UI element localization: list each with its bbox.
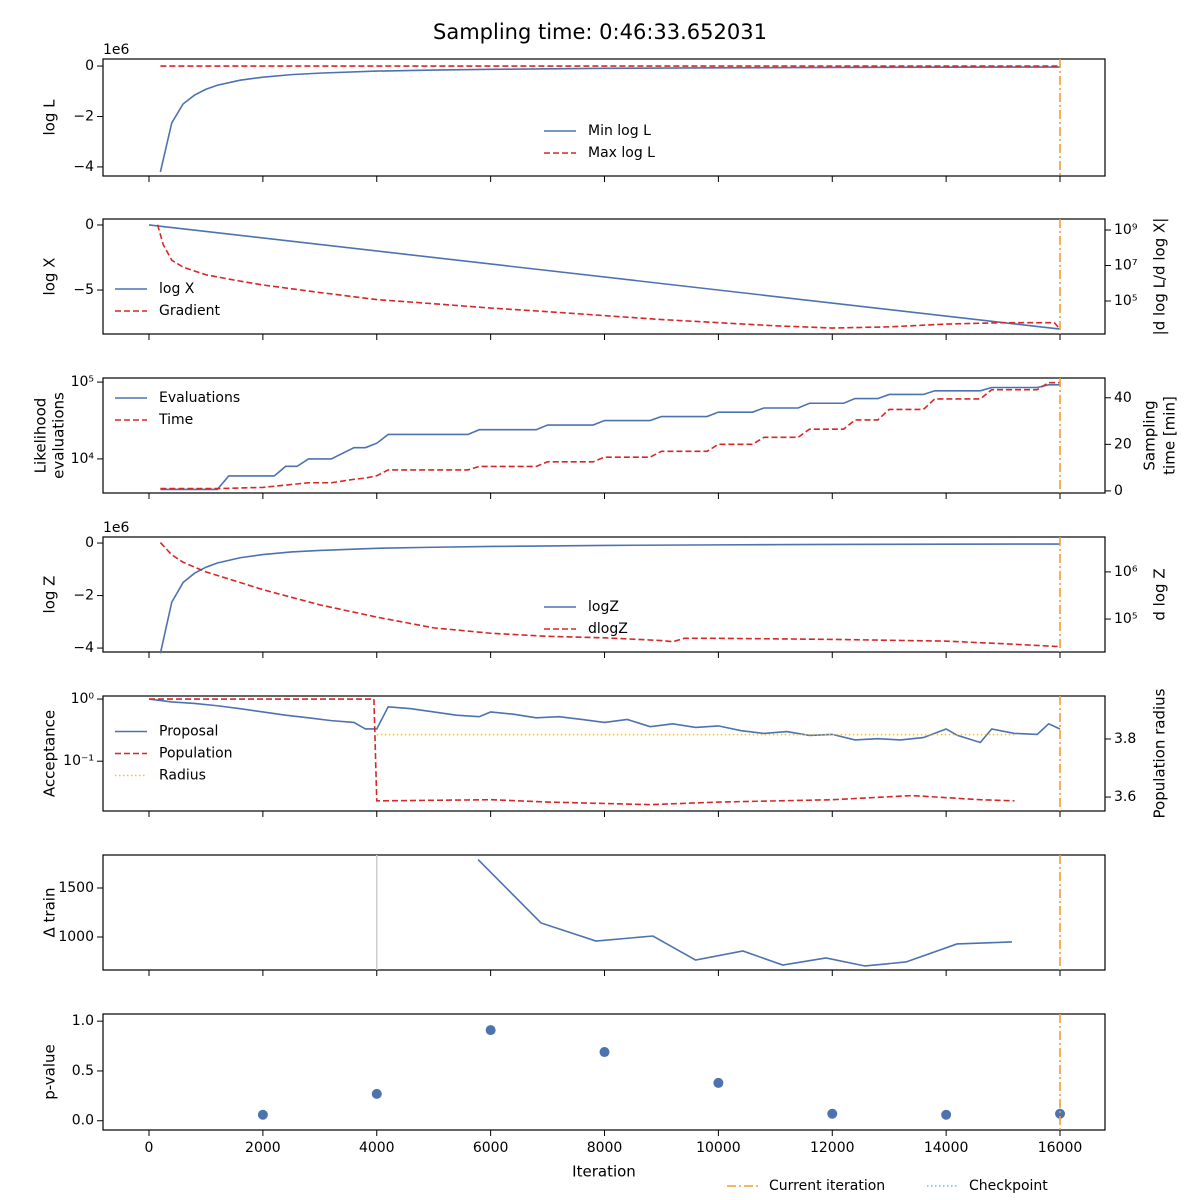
y2-axis-label: Sampling bbox=[1141, 400, 1159, 470]
y-tick-label: 0 bbox=[85, 58, 94, 74]
y-tick-label: 0 bbox=[85, 535, 94, 551]
legend-label: Current iteration bbox=[769, 1178, 885, 1194]
y-tick-label: −5 bbox=[73, 282, 94, 298]
y2-axis-label: Population radius bbox=[1151, 688, 1169, 818]
series-line bbox=[159, 543, 1061, 654]
y2-tick-label: 10⁷ bbox=[1114, 257, 1137, 273]
y-axis-label: evaluations bbox=[50, 392, 68, 479]
y2-tick-label: 20 bbox=[1114, 436, 1132, 452]
legend-label: Time bbox=[158, 412, 193, 428]
legend-label: Max log L bbox=[588, 145, 655, 161]
y-axis-label: log X bbox=[41, 258, 59, 296]
plot-frame bbox=[102, 695, 1106, 812]
series-line bbox=[159, 541, 1061, 648]
plot-frame bbox=[102, 536, 1106, 653]
legend-label: Proposal bbox=[159, 724, 218, 740]
y2-axis-label: d log Z bbox=[1151, 568, 1169, 620]
y-axis-label: log L bbox=[41, 99, 59, 136]
legend-label: dlogZ bbox=[588, 621, 628, 637]
x-tick-label: 4000 bbox=[359, 1140, 395, 1156]
scatter-point bbox=[713, 1077, 724, 1088]
y2-tick-label: 10⁵ bbox=[1114, 611, 1137, 627]
y-tick-label: −2 bbox=[73, 108, 94, 124]
series-line bbox=[160, 381, 1061, 490]
series-line bbox=[156, 224, 1061, 330]
y-tick-label: 1500 bbox=[58, 880, 94, 896]
x-tick-label: 10000 bbox=[696, 1140, 741, 1156]
legend-label: Gradient bbox=[159, 303, 220, 319]
series-line bbox=[148, 224, 1061, 330]
y-tick-label: −2 bbox=[73, 588, 94, 604]
y2-tick-label: 3.6 bbox=[1114, 789, 1136, 805]
y-axis-label: log Z bbox=[41, 576, 59, 614]
y-tick-label: −4 bbox=[73, 640, 94, 656]
plot-frame bbox=[102, 377, 1106, 494]
legend-label: Checkpoint bbox=[969, 1178, 1048, 1194]
x-tick-label: 0 bbox=[145, 1140, 154, 1156]
legend-label: log X bbox=[159, 281, 195, 297]
series-line bbox=[160, 384, 1061, 491]
legend-label: Min log L bbox=[588, 123, 651, 139]
scatter-point bbox=[257, 1109, 268, 1120]
x-tick-label: 6000 bbox=[473, 1140, 509, 1156]
y-offset-label: 1e6 bbox=[103, 520, 130, 536]
y2-tick-label: 10⁹ bbox=[1114, 222, 1138, 238]
y-tick-label: 10⁰ bbox=[71, 691, 95, 707]
y-tick-label: 0 bbox=[85, 217, 94, 233]
y-tick-label: 0.5 bbox=[72, 1063, 94, 1079]
legend-label: Evaluations bbox=[159, 390, 240, 406]
y2-axis-label: time [min] bbox=[1161, 396, 1179, 475]
x-tick-label: 12000 bbox=[810, 1140, 855, 1156]
plot-frame bbox=[102, 58, 1106, 177]
y-axis-label: Likelihood bbox=[32, 398, 50, 474]
plot-frame bbox=[102, 218, 1106, 335]
figure-title: Sampling time: 0:46:33.652031 bbox=[433, 20, 767, 44]
y-axis-label: p-value bbox=[41, 1044, 59, 1100]
x-tick-label: 14000 bbox=[924, 1140, 969, 1156]
legend-label: Radius bbox=[159, 768, 206, 784]
y-axis-label: Δ train bbox=[41, 888, 59, 938]
scatter-point bbox=[485, 1025, 496, 1036]
y-axis-label: Acceptance bbox=[41, 710, 59, 797]
legend-label: logZ bbox=[588, 599, 619, 615]
y2-tick-label: 0 bbox=[1114, 483, 1123, 499]
series-line bbox=[149, 698, 1015, 806]
x-tick-label: 16000 bbox=[1038, 1140, 1083, 1156]
plot-frame bbox=[102, 854, 1106, 971]
x-axis-label: Iteration bbox=[572, 1163, 636, 1181]
series-line bbox=[477, 859, 1012, 967]
y-tick-label: 10⁴ bbox=[71, 451, 95, 467]
y2-tick-label: 40 bbox=[1114, 390, 1132, 406]
series-line bbox=[148, 698, 1061, 744]
x-tick-label: 8000 bbox=[587, 1140, 623, 1156]
y2-tick-label: 10⁵ bbox=[1114, 293, 1137, 309]
y2-tick-label: 10⁶ bbox=[1114, 564, 1138, 580]
scatter-point bbox=[599, 1047, 610, 1058]
y-tick-label: 1.0 bbox=[72, 1013, 94, 1029]
scatter-point bbox=[1055, 1108, 1066, 1119]
y-offset-label: 1e6 bbox=[103, 42, 130, 58]
series-line bbox=[159, 66, 1061, 173]
y2-tick-label: 3.8 bbox=[1114, 731, 1136, 747]
y-tick-label: 1000 bbox=[58, 929, 94, 945]
y-tick-label: −4 bbox=[73, 159, 94, 175]
y-tick-label: 10⁻¹ bbox=[63, 753, 94, 769]
legend-label: Population bbox=[159, 746, 233, 762]
scatter-point bbox=[941, 1109, 952, 1120]
x-tick-label: 2000 bbox=[245, 1140, 281, 1156]
y-tick-label: 0.0 bbox=[72, 1113, 94, 1129]
y2-axis-label: |d log L/d log X| bbox=[1151, 218, 1169, 336]
y-tick-label: 10⁵ bbox=[71, 374, 94, 390]
scatter-point bbox=[827, 1108, 838, 1119]
plot-frame bbox=[102, 1013, 1106, 1131]
scatter-point bbox=[371, 1088, 382, 1099]
